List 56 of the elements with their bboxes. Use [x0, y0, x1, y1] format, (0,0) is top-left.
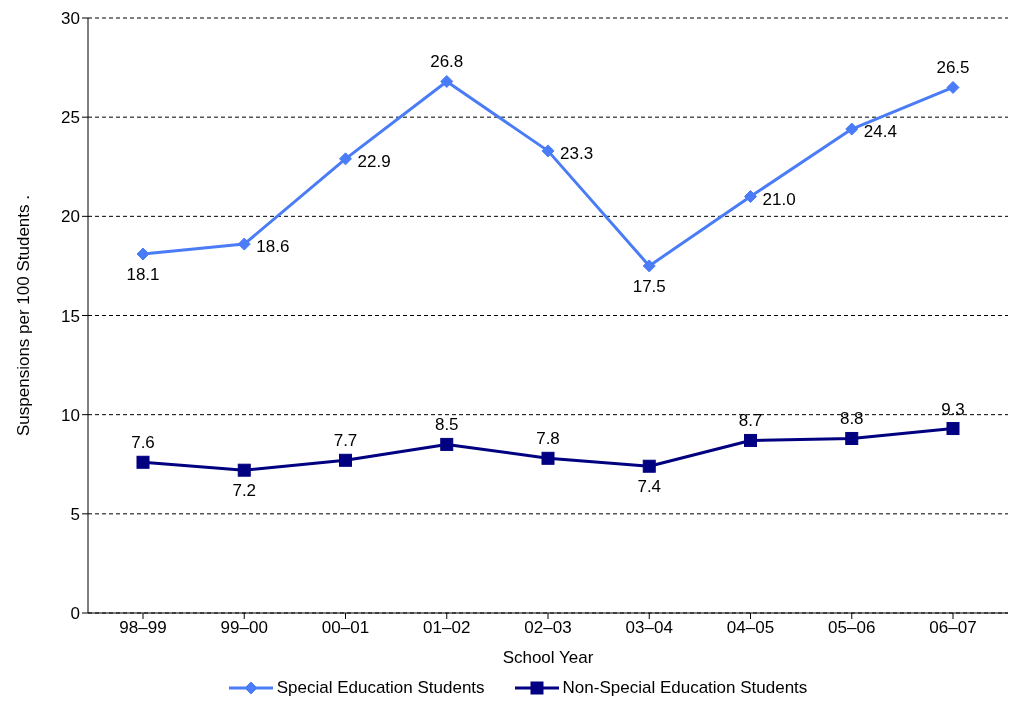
x-tick-label: 05–06: [828, 618, 876, 638]
data-label: 23.3: [560, 143, 594, 163]
y-tick-label: 15: [61, 306, 80, 326]
point: [642, 259, 656, 273]
x-tick-label: 04–05: [726, 618, 775, 638]
y-tick-label: 20: [61, 207, 80, 227]
point: [136, 247, 150, 261]
x-tick-label: 98–99: [119, 618, 167, 638]
point: [136, 455, 150, 469]
point: [946, 422, 960, 436]
data-label: 18.1: [126, 265, 160, 285]
point: [946, 80, 960, 94]
point: [541, 144, 555, 158]
x-tick-label: 00–01: [321, 618, 370, 638]
y-tick-label: 0: [70, 604, 80, 624]
data-label: 7.4: [637, 477, 662, 497]
y-axis-title: Suspensions per 100 Students .: [14, 195, 34, 436]
data-label: 8.7: [738, 411, 763, 431]
point: [845, 431, 859, 445]
x-tick-label: 06–07: [929, 618, 977, 638]
x-tick-label: 03–04: [625, 618, 673, 638]
x-tick-label: 01–02: [423, 618, 471, 638]
y-tick-label: 10: [61, 405, 80, 425]
data-label: 21.0: [762, 189, 796, 209]
data-label: 18.6: [256, 237, 290, 257]
data-label: 24.4: [863, 122, 897, 142]
data-label: 22.9: [357, 151, 391, 171]
point: [440, 74, 454, 88]
point: [440, 437, 454, 451]
legend-label: Special Education Students: [276, 678, 485, 698]
legend-label: Non-Special Education Students: [562, 678, 808, 698]
y-tick-label: 30: [61, 9, 80, 29]
x-axis-title: School Year: [502, 648, 594, 667]
y-tick-label: 25: [61, 108, 80, 128]
data-label: 7.8: [536, 429, 560, 449]
point: [339, 453, 352, 467]
data-label: 8.5: [434, 415, 459, 435]
y-tick-label: 5: [70, 504, 80, 524]
data-label: 26.8: [430, 52, 464, 72]
data-label: 7.2: [232, 481, 257, 501]
data-label: 26.5: [936, 58, 970, 78]
data-label: 9.3: [941, 399, 965, 419]
point: [237, 237, 251, 251]
data-label: 7.6: [131, 433, 155, 453]
x-tick-label: 02–03: [524, 618, 572, 638]
data-label: 7.7: [333, 431, 358, 451]
data-label: 8.8: [839, 409, 864, 429]
point: [339, 152, 352, 166]
point: [744, 190, 757, 203]
point: [744, 433, 757, 447]
point: [845, 122, 859, 136]
x-tick-label: 99–00: [220, 618, 268, 638]
point: [642, 459, 656, 473]
data-label: 17.5: [632, 276, 666, 296]
point: [237, 463, 251, 477]
point: [541, 451, 555, 465]
